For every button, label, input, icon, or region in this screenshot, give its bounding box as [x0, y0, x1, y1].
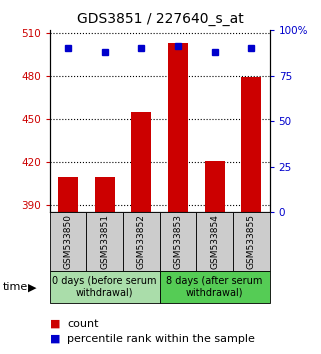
Bar	[50, 271, 160, 303]
Bar	[58, 177, 78, 212]
Bar	[123, 212, 160, 271]
Text: ▶: ▶	[28, 282, 36, 292]
Bar	[160, 212, 196, 271]
Bar	[50, 212, 86, 271]
Text: 0 days (before serum
withdrawal): 0 days (before serum withdrawal)	[52, 275, 157, 298]
Text: GSM533854: GSM533854	[210, 214, 219, 269]
Text: time: time	[3, 282, 29, 292]
Text: GSM533853: GSM533853	[174, 214, 183, 269]
Bar	[168, 43, 188, 212]
Bar	[204, 161, 225, 212]
Bar	[196, 212, 233, 271]
Bar	[86, 212, 123, 271]
Bar	[233, 212, 270, 271]
Text: GSM533852: GSM533852	[137, 214, 146, 269]
Bar	[95, 177, 115, 212]
Bar	[160, 271, 270, 303]
Text: GSM533851: GSM533851	[100, 214, 109, 269]
Text: percentile rank within the sample: percentile rank within the sample	[67, 334, 255, 344]
Text: 8 days (after serum
withdrawal): 8 days (after serum withdrawal)	[167, 275, 263, 298]
Bar	[241, 78, 261, 212]
Bar	[131, 112, 152, 212]
Text: GSM533850: GSM533850	[64, 214, 73, 269]
Text: count: count	[67, 319, 99, 329]
Text: ■: ■	[50, 319, 60, 329]
Text: GDS3851 / 227640_s_at: GDS3851 / 227640_s_at	[77, 12, 244, 27]
Text: GSM533855: GSM533855	[247, 214, 256, 269]
Text: ■: ■	[50, 334, 60, 344]
